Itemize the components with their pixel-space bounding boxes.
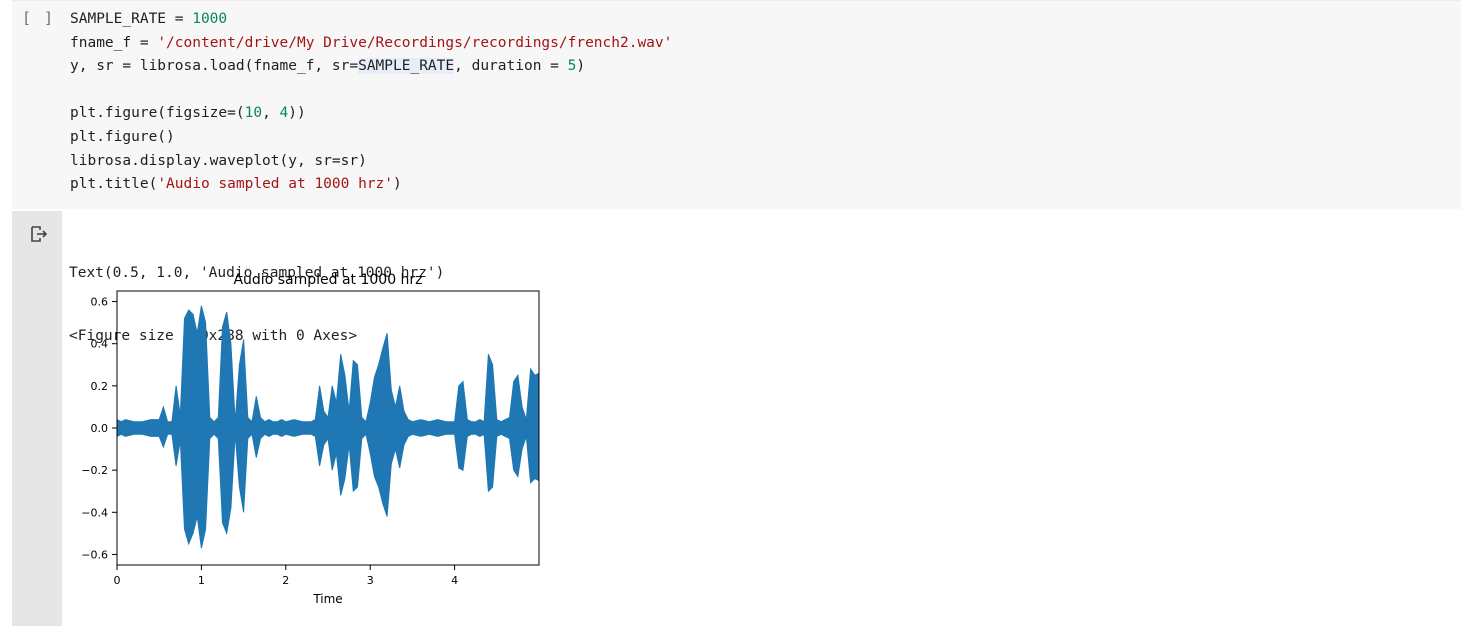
code-token: fname_f = bbox=[70, 34, 158, 51]
code-token: ) bbox=[393, 176, 402, 193]
y-tick-label: 0.2 bbox=[91, 380, 109, 393]
code-line: plt.figure(figsize=(10, 4)) bbox=[70, 102, 672, 126]
code-token: 5 bbox=[567, 58, 577, 75]
code-token: '/content/drive/My Drive/Recordings/reco… bbox=[157, 34, 673, 51]
chart-title: Audio sampled at 1000 hrz bbox=[233, 272, 422, 288]
x-tick-label: 0 bbox=[114, 574, 121, 587]
output-line: Text(0.5, 1.0, 'Audio sampled at 1000 hr… bbox=[69, 265, 445, 281]
y-tick-label: 0.4 bbox=[91, 338, 109, 351]
code-token: , duration = bbox=[454, 58, 568, 75]
code-cell[interactable]: [ ] SAMPLE_RATE = 1000 fname_f = '/conten… bbox=[12, 0, 1461, 209]
code-line: librosa.display.waveplot(y, sr=sr) bbox=[70, 150, 672, 174]
output-redirect-icon[interactable] bbox=[30, 225, 48, 243]
code-token: ) bbox=[576, 58, 586, 75]
code-token: 'Audio sampled at 1000 hrz' bbox=[157, 176, 394, 193]
code-token: SAMPLE_RATE bbox=[358, 58, 455, 75]
x-tick-label: 4 bbox=[451, 574, 458, 587]
code-editor[interactable]: SAMPLE_RATE = 1000 fname_f = '/content/dr… bbox=[70, 8, 672, 197]
code-token: SAMPLE_RATE = bbox=[70, 11, 193, 27]
code-token: plt.figure(figsize=( bbox=[70, 105, 245, 122]
code-token: )) bbox=[288, 105, 306, 122]
code-line: y, sr = librosa.load(fname_f, sr=SAMPLE_… bbox=[70, 55, 672, 79]
code-token: 4 bbox=[279, 105, 289, 122]
y-tick-label: 0.6 bbox=[91, 296, 109, 309]
code-token: , bbox=[262, 105, 280, 122]
y-tick-label: 0.0 bbox=[91, 422, 109, 435]
x-axis-label: Time bbox=[312, 592, 342, 606]
code-token: plt.figure() bbox=[70, 128, 175, 145]
code-token: 1000 bbox=[192, 11, 228, 27]
code-token: y, sr = librosa.load(fname_f, sr= bbox=[70, 58, 359, 75]
code-line: plt.figure() bbox=[70, 126, 672, 150]
output-gutter bbox=[12, 211, 62, 626]
code-token: 10 bbox=[244, 105, 263, 122]
waveform-series bbox=[116, 305, 540, 549]
output-area: Text(0.5, 1.0, 'Audio sampled at 1000 hr… bbox=[12, 211, 1461, 626]
y-tick-label: −0.2 bbox=[81, 464, 108, 477]
code-line: plt.title('Audio sampled at 1000 hrz') bbox=[70, 173, 672, 197]
code-line: fname_f = '/content/drive/My Drive/Recor… bbox=[70, 32, 672, 56]
code-token: plt.title( bbox=[70, 176, 158, 193]
code-line: SAMPLE_RATE = 1000 bbox=[70, 8, 672, 32]
x-tick-label: 2 bbox=[282, 574, 289, 587]
waveform-chart: Audio sampled at 1000 hrz 0.6 0.4 0.2 0.0 −0.… bbox=[81, 272, 540, 606]
y-tick-label: −0.6 bbox=[81, 548, 108, 561]
code-line bbox=[70, 79, 672, 103]
x-tick-label: 3 bbox=[367, 574, 374, 587]
x-tick-label: 1 bbox=[198, 574, 205, 587]
code-token: librosa.display.waveplot(y, sr=sr) bbox=[70, 152, 367, 169]
run-cell-button[interactable]: [ ] bbox=[22, 9, 56, 27]
y-tick-label: −0.4 bbox=[81, 506, 108, 519]
